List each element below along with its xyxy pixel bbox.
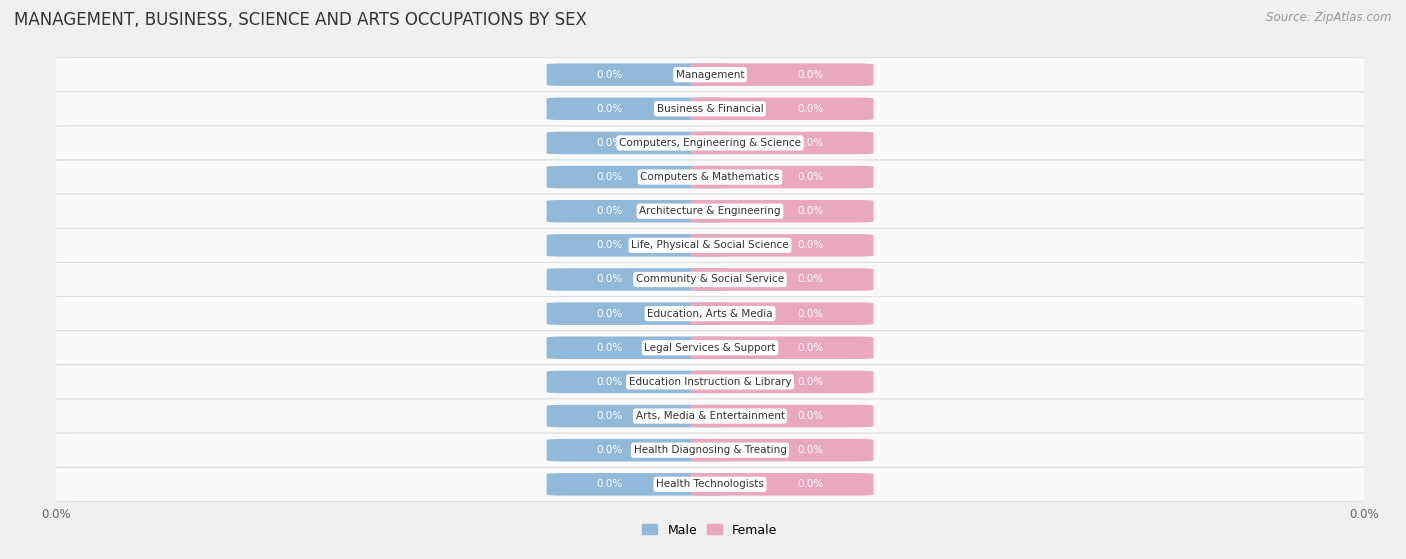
Text: Source: ZipAtlas.com: Source: ZipAtlas.com — [1267, 11, 1392, 24]
FancyBboxPatch shape — [690, 98, 873, 120]
Text: 0.0%: 0.0% — [596, 274, 623, 285]
Text: 0.0%: 0.0% — [596, 70, 623, 80]
FancyBboxPatch shape — [690, 302, 873, 325]
FancyBboxPatch shape — [690, 337, 873, 359]
FancyBboxPatch shape — [547, 302, 730, 325]
FancyBboxPatch shape — [547, 200, 730, 222]
Text: 0.0%: 0.0% — [596, 172, 623, 182]
Text: Education Instruction & Library: Education Instruction & Library — [628, 377, 792, 387]
Text: Architecture & Engineering: Architecture & Engineering — [640, 206, 780, 216]
FancyBboxPatch shape — [49, 467, 1371, 501]
Text: 0.0%: 0.0% — [797, 172, 824, 182]
FancyBboxPatch shape — [547, 439, 730, 461]
Text: MANAGEMENT, BUSINESS, SCIENCE AND ARTS OCCUPATIONS BY SEX: MANAGEMENT, BUSINESS, SCIENCE AND ARTS O… — [14, 11, 586, 29]
FancyBboxPatch shape — [547, 98, 730, 120]
FancyBboxPatch shape — [49, 126, 1371, 160]
Text: Health Diagnosing & Treating: Health Diagnosing & Treating — [634, 445, 786, 455]
Text: 0.0%: 0.0% — [797, 479, 824, 489]
FancyBboxPatch shape — [49, 194, 1371, 228]
Text: 0.0%: 0.0% — [596, 240, 623, 250]
FancyBboxPatch shape — [49, 297, 1371, 331]
Text: 0.0%: 0.0% — [797, 274, 824, 285]
FancyBboxPatch shape — [49, 58, 1371, 92]
Text: 0.0%: 0.0% — [596, 309, 623, 319]
FancyBboxPatch shape — [690, 268, 873, 291]
FancyBboxPatch shape — [49, 160, 1371, 194]
Text: 0.0%: 0.0% — [596, 138, 623, 148]
Text: Legal Services & Support: Legal Services & Support — [644, 343, 776, 353]
Text: Arts, Media & Entertainment: Arts, Media & Entertainment — [636, 411, 785, 421]
FancyBboxPatch shape — [49, 433, 1371, 467]
Text: 0.0%: 0.0% — [596, 479, 623, 489]
Text: 0.0%: 0.0% — [797, 206, 824, 216]
FancyBboxPatch shape — [547, 473, 730, 496]
Text: Life, Physical & Social Science: Life, Physical & Social Science — [631, 240, 789, 250]
Text: 0.0%: 0.0% — [797, 377, 824, 387]
FancyBboxPatch shape — [690, 132, 873, 154]
FancyBboxPatch shape — [690, 234, 873, 257]
FancyBboxPatch shape — [690, 473, 873, 496]
Text: Health Technologists: Health Technologists — [657, 479, 763, 489]
FancyBboxPatch shape — [547, 371, 730, 393]
Legend: Male, Female: Male, Female — [637, 519, 783, 542]
FancyBboxPatch shape — [547, 268, 730, 291]
FancyBboxPatch shape — [690, 371, 873, 393]
FancyBboxPatch shape — [547, 337, 730, 359]
Text: 0.0%: 0.0% — [596, 445, 623, 455]
Text: Computers & Mathematics: Computers & Mathematics — [640, 172, 780, 182]
Text: 0.0%: 0.0% — [797, 411, 824, 421]
Text: 0.0%: 0.0% — [797, 240, 824, 250]
FancyBboxPatch shape — [547, 166, 730, 188]
FancyBboxPatch shape — [49, 365, 1371, 399]
FancyBboxPatch shape — [49, 228, 1371, 262]
FancyBboxPatch shape — [547, 234, 730, 257]
Text: 0.0%: 0.0% — [596, 377, 623, 387]
Text: 0.0%: 0.0% — [797, 445, 824, 455]
FancyBboxPatch shape — [547, 405, 730, 427]
Text: 0.0%: 0.0% — [797, 309, 824, 319]
Text: Community & Social Service: Community & Social Service — [636, 274, 785, 285]
FancyBboxPatch shape — [547, 132, 730, 154]
FancyBboxPatch shape — [49, 331, 1371, 365]
Text: 0.0%: 0.0% — [596, 206, 623, 216]
Text: 0.0%: 0.0% — [596, 411, 623, 421]
FancyBboxPatch shape — [690, 63, 873, 86]
Text: Computers, Engineering & Science: Computers, Engineering & Science — [619, 138, 801, 148]
Text: 0.0%: 0.0% — [797, 70, 824, 80]
FancyBboxPatch shape — [49, 92, 1371, 126]
FancyBboxPatch shape — [49, 262, 1371, 297]
Text: Management: Management — [676, 70, 744, 80]
Text: 0.0%: 0.0% — [596, 104, 623, 114]
Text: 0.0%: 0.0% — [596, 343, 623, 353]
Text: 0.0%: 0.0% — [797, 138, 824, 148]
Text: Education, Arts & Media: Education, Arts & Media — [647, 309, 773, 319]
FancyBboxPatch shape — [690, 405, 873, 427]
FancyBboxPatch shape — [547, 63, 730, 86]
Text: Business & Financial: Business & Financial — [657, 104, 763, 114]
Text: 0.0%: 0.0% — [797, 104, 824, 114]
FancyBboxPatch shape — [690, 200, 873, 222]
FancyBboxPatch shape — [49, 399, 1371, 433]
Text: 0.0%: 0.0% — [797, 343, 824, 353]
FancyBboxPatch shape — [690, 166, 873, 188]
FancyBboxPatch shape — [690, 439, 873, 461]
